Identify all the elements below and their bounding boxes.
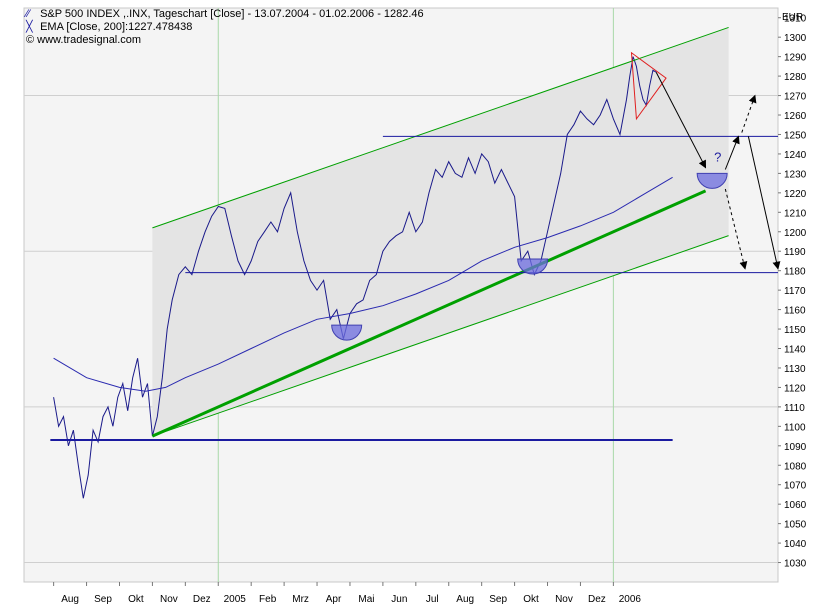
x-tick-label: Aug bbox=[61, 594, 79, 605]
watermark: © www.tradesignal.com bbox=[26, 34, 142, 46]
x-tick-label: Dez bbox=[588, 594, 606, 605]
support-trendline bbox=[151, 189, 707, 438]
y-tick-label: 1120 bbox=[784, 383, 806, 394]
y-tick-label: 1070 bbox=[784, 481, 807, 492]
y-tick-label: 1290 bbox=[784, 53, 807, 64]
y-tick-label: 1300 bbox=[784, 33, 807, 44]
y-tick-label: 1240 bbox=[784, 150, 807, 161]
y-tick-label: 1100 bbox=[784, 422, 806, 433]
currency-label: EUR bbox=[782, 12, 803, 23]
y-tick-label: 1040 bbox=[784, 539, 807, 550]
x-tick-label: Sep bbox=[94, 594, 112, 605]
x-tick-label: Okt bbox=[128, 594, 144, 605]
y-tick-label: 1250 bbox=[784, 130, 807, 141]
y-tick-label: 1180 bbox=[784, 267, 806, 278]
y-tick-label: 1030 bbox=[784, 559, 807, 570]
y-tick-label: 1310 bbox=[784, 14, 807, 25]
forecast-arrow-up-short bbox=[724, 135, 740, 170]
y-tick-label: 1150 bbox=[784, 325, 806, 336]
forecast-arrow-down-long bbox=[747, 136, 781, 270]
pennant-triangle bbox=[630, 51, 667, 121]
forecast-arrow-up-dashed bbox=[741, 94, 757, 133]
y-tick-label: 1200 bbox=[784, 228, 807, 239]
ema-icon: ╳ bbox=[26, 21, 33, 33]
forecast-arrow-down-dashed bbox=[724, 188, 748, 270]
y-tick-label: 1160 bbox=[784, 306, 806, 317]
x-tick-label: 2005 bbox=[224, 594, 247, 605]
bowl-marker bbox=[517, 258, 549, 275]
y-tick-label: 1220 bbox=[784, 189, 807, 200]
ema-line bbox=[53, 176, 673, 392]
x-tick-label: Mrz bbox=[292, 594, 309, 605]
y-tick-label: 1170 bbox=[784, 286, 806, 297]
y-tick-label: 1230 bbox=[784, 169, 807, 180]
y-tick-label: 1140 bbox=[784, 345, 806, 356]
channel-lower-line bbox=[152, 235, 729, 437]
x-tick-label: 2006 bbox=[619, 594, 642, 605]
y-tick-label: 1090 bbox=[784, 442, 807, 453]
chart-legend: ∕∕ S&P 500 INDEX ,.INX, Tageschart [Clos… bbox=[26, 8, 424, 47]
x-tick-label: Dez bbox=[193, 594, 211, 605]
x-tick-label: Feb bbox=[259, 594, 277, 605]
legend-item-ema: ╳ EMA [Close, 200]:1227.478438 bbox=[26, 21, 424, 34]
y-tick-label: 1270 bbox=[784, 92, 807, 103]
y-tick-label: 1260 bbox=[784, 111, 807, 122]
y-tick-label: 1190 bbox=[784, 247, 806, 258]
line-icon: ∕∕ bbox=[26, 8, 30, 20]
y-tick-label: 1280 bbox=[784, 72, 807, 83]
y-tick-label: 1050 bbox=[784, 520, 807, 531]
legend-label-ema: EMA [Close, 200]:1227.478438 bbox=[40, 21, 193, 33]
x-tick-label: Jun bbox=[391, 594, 407, 605]
x-tick-label: Nov bbox=[160, 594, 178, 605]
legend-item-price: ∕∕ S&P 500 INDEX ,.INX, Tageschart [Clos… bbox=[26, 8, 424, 21]
legend-label-price: S&P 500 INDEX ,.INX, Tageschart [Close] … bbox=[40, 8, 424, 20]
y-tick-label: 1130 bbox=[784, 364, 806, 375]
y-tick-label: 1080 bbox=[784, 461, 807, 472]
x-tick-label: Jul bbox=[426, 594, 439, 605]
x-tick-label: Nov bbox=[555, 594, 573, 605]
bowl-marker bbox=[696, 172, 728, 189]
forecast-arrow-down bbox=[655, 71, 707, 169]
y-tick-label: 1210 bbox=[784, 208, 807, 219]
bowl-question-label: ? bbox=[714, 149, 721, 164]
channel-shade bbox=[152, 27, 729, 437]
x-tick-label: Okt bbox=[523, 594, 539, 605]
x-tick-label: Sep bbox=[489, 594, 507, 605]
x-tick-label: Apr bbox=[326, 594, 342, 605]
x-tick-label: Mai bbox=[358, 594, 374, 605]
bowl-marker bbox=[331, 324, 363, 341]
y-tick-label: 1110 bbox=[784, 403, 805, 414]
y-tick-label: 1060 bbox=[784, 500, 807, 511]
x-tick-label: Aug bbox=[456, 594, 474, 605]
